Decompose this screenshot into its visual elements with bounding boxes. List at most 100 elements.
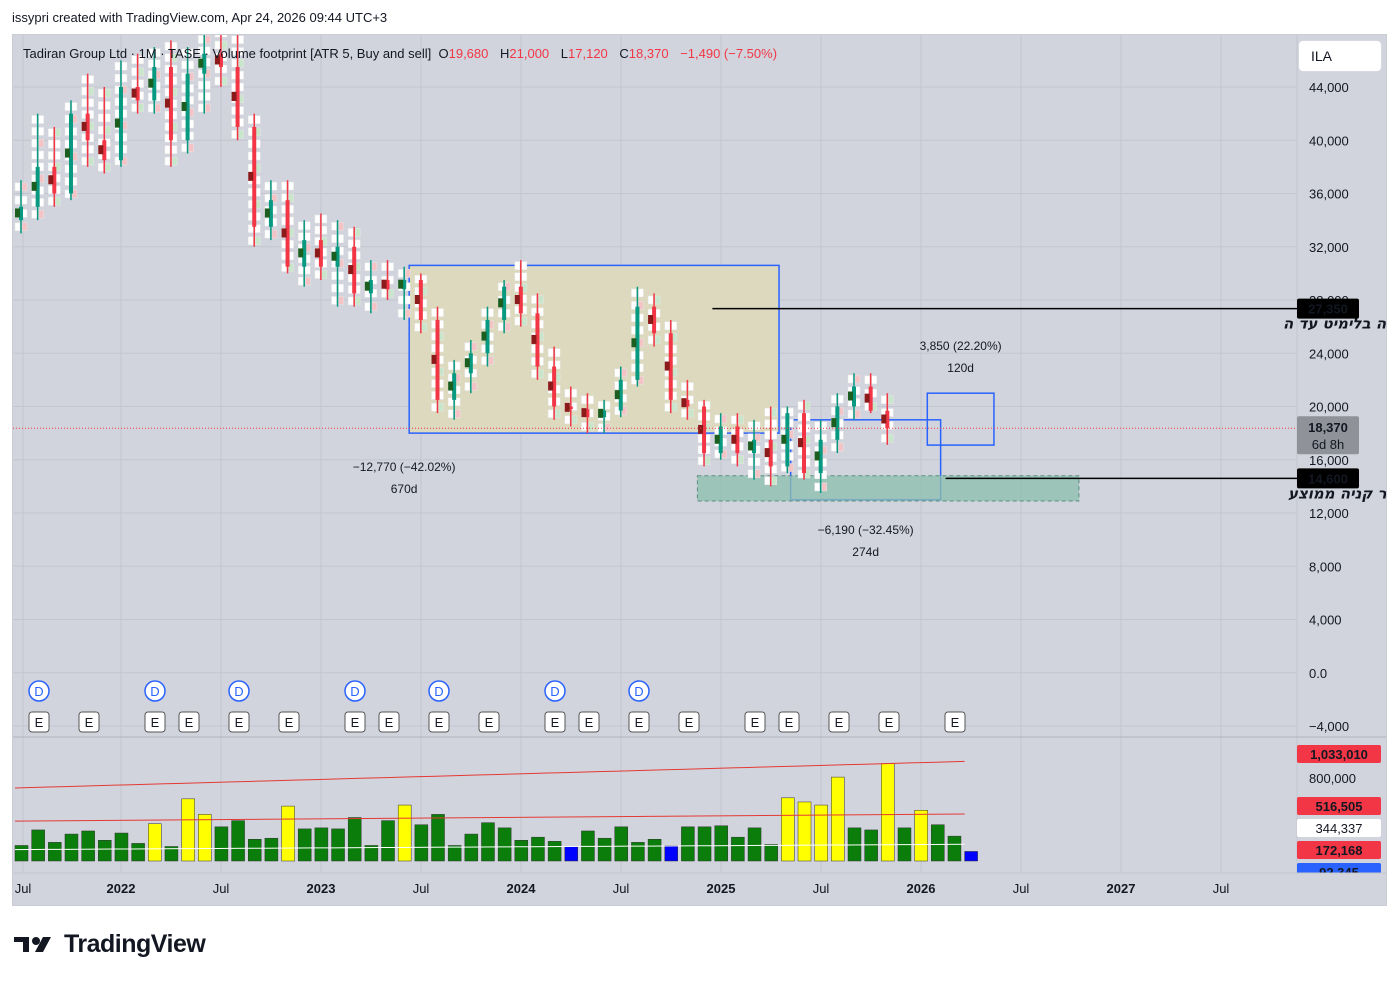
- range-box-3: [926, 392, 995, 446]
- footprint-cell-sell: [304, 265, 311, 275]
- footprint-cell-sell: [521, 316, 528, 326]
- footprint-cell-sell: [205, 46, 211, 56]
- buy-level-annotation: שער קניה ממוצע: [1288, 484, 1387, 502]
- earnings-marker: E: [428, 711, 450, 733]
- footprint-cell-sell: [554, 360, 561, 370]
- range1-change-label: −12,770 (−42.02%): [353, 460, 456, 474]
- earnings-letter: E: [685, 715, 694, 730]
- earnings-letter: E: [551, 715, 560, 730]
- candle: [847, 373, 861, 420]
- footprint-cell-buy: [181, 143, 187, 152]
- poc-marker: [814, 451, 820, 461]
- candle-body: [602, 410, 607, 418]
- poc-marker: [764, 448, 770, 458]
- x-tick-label: 2022: [107, 881, 136, 896]
- earnings-letter: E: [151, 715, 160, 730]
- footprint-cell-sell: [38, 127, 44, 136]
- footprint-cell-sell: [338, 296, 344, 305]
- volume-bar: [148, 823, 162, 862]
- buy-level-tag-text: 14,600: [1308, 471, 1348, 486]
- candle: [264, 180, 278, 241]
- candle-body: [485, 319, 490, 354]
- footprint-cell-sell: [38, 138, 44, 148]
- currency-selector[interactable]: ILA: [1299, 41, 1381, 71]
- candle-body: [585, 409, 590, 418]
- volume-bar: [714, 825, 728, 862]
- footprint-cell-buy: [514, 261, 521, 270]
- candle: [231, 35, 244, 141]
- chart-canvas[interactable]: 44,00040,00036,00032,00028,00024,00020,0…: [13, 35, 1387, 906]
- earnings-marker: E: [628, 711, 650, 733]
- footprint-cell-sell: [205, 35, 211, 44]
- footprint-cell-sell: [371, 262, 378, 271]
- time-axis: [13, 873, 1386, 905]
- volume-bar: [64, 833, 79, 862]
- footprint-cell-buy: [397, 295, 404, 305]
- footprint-cell-sell: [771, 465, 777, 474]
- poc-marker: [181, 101, 187, 111]
- footprint-cell-buy: [264, 193, 271, 203]
- footprint-cell-sell: [55, 128, 61, 137]
- poc-marker: [831, 418, 837, 428]
- footprint-cell-sell: [721, 414, 727, 424]
- footprint-cell-sell: [771, 476, 777, 485]
- footprint-cell-sell: [371, 302, 378, 311]
- candle: [381, 260, 394, 300]
- candle: [697, 399, 711, 467]
- volume-bar: [414, 824, 429, 862]
- footprint-cell-buy: [264, 229, 271, 239]
- footprint-cell-sell: [238, 59, 244, 68]
- footprint-cell-buy: [531, 307, 537, 317]
- footprint-cell-buy: [664, 321, 670, 331]
- footprint-cell-sell: [338, 283, 344, 293]
- earnings-letter: E: [635, 715, 644, 730]
- footprint-cell-sell: [688, 382, 694, 391]
- footprint-cell-buy: [631, 301, 637, 310]
- footprint-cell-sell: [804, 401, 811, 410]
- earnings-icon: [628, 711, 650, 733]
- footprint-cell-buy: [464, 342, 471, 351]
- footprint-cell-buy: [881, 434, 887, 443]
- footprint-cell-buy: [164, 145, 171, 154]
- poc-marker: [681, 398, 687, 408]
- footprint-cell-buy: [564, 415, 571, 425]
- footprint-cell-sell: [354, 296, 361, 306]
- footprint-cell-buy: [764, 407, 770, 417]
- volume-bar: [131, 843, 145, 862]
- footprint-cell-sell: [88, 86, 94, 96]
- candle: [64, 100, 78, 201]
- footprint-cell-sell: [638, 288, 644, 298]
- poc-marker: [214, 55, 220, 65]
- low-value: 17,120: [568, 46, 608, 61]
- footprint-cell-sell: [738, 415, 744, 425]
- poc-marker: [148, 78, 154, 88]
- poc-marker: [48, 175, 54, 185]
- low-label: L: [560, 46, 569, 61]
- footprint-cell-buy: [431, 308, 437, 317]
- candle-body: [218, 53, 223, 68]
- footprint-cell-buy: [331, 296, 337, 305]
- dividend-icon: [28, 680, 50, 702]
- volume-bar: [181, 798, 195, 862]
- chart-panel[interactable]: 44,00040,00036,00032,00028,00024,00020,0…: [12, 34, 1387, 906]
- sell-limit-tag-bg: [1297, 298, 1359, 319]
- candle: [497, 280, 511, 334]
- footprint-cell-buy: [331, 271, 337, 281]
- volume-mid-tag: 344,337: [1297, 819, 1381, 837]
- poc-marker: [564, 402, 570, 412]
- earnings-marker: E: [744, 711, 766, 733]
- earnings-marker: E: [578, 711, 600, 733]
- footprint-cell-sell: [138, 103, 144, 112]
- footprint-cell-buy: [881, 395, 887, 404]
- footprint-cell-buy: [181, 60, 187, 70]
- candle: [547, 346, 561, 420]
- earnings-letter: E: [435, 715, 444, 730]
- x-tick-label: 2025: [707, 881, 736, 896]
- high-label: H: [500, 46, 510, 61]
- x-tick-label: Jul: [213, 881, 230, 896]
- y-tick-label: 44,000: [1309, 80, 1349, 95]
- candle-body: [735, 426, 740, 454]
- footprint-cell-buy: [214, 40, 221, 50]
- candle: [314, 213, 328, 281]
- footprint-cell-buy: [781, 463, 787, 472]
